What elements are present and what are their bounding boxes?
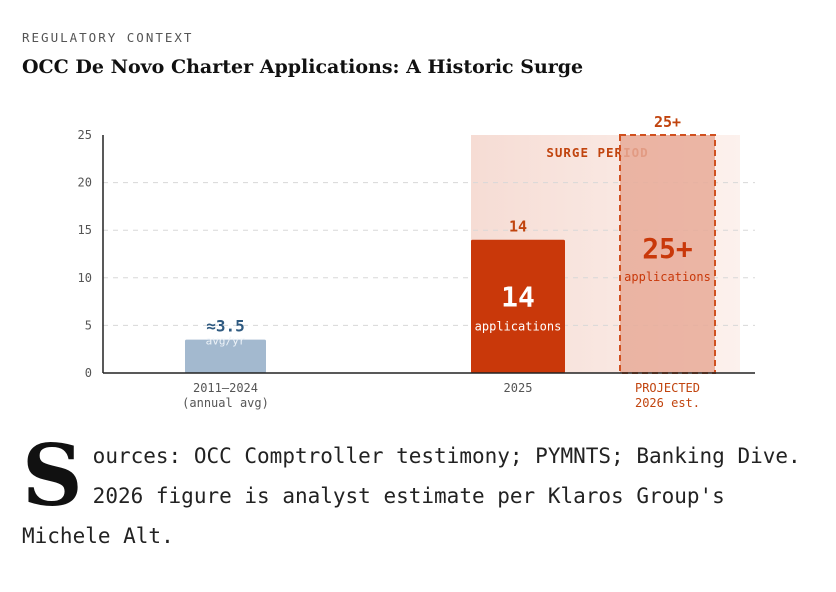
y-tick-label: 20: [78, 176, 92, 190]
bar-inner-caption: applications: [624, 270, 711, 284]
bar: [185, 339, 266, 373]
bar-value-label: 14: [509, 218, 527, 236]
x-category-sublabel: 2026 est.: [635, 396, 700, 410]
chart-title: OCC De Novo Charter Applications: A Hist…: [22, 56, 584, 78]
y-tick-label: 15: [78, 223, 92, 237]
y-tick-label: 5: [85, 318, 92, 332]
y-tick-label: 0: [85, 366, 92, 380]
bar: [471, 239, 565, 373]
x-category-label: 2025: [504, 381, 533, 395]
y-tick-label: 10: [78, 271, 92, 285]
bar-value-label: ≈3.5: [206, 317, 245, 336]
bar-value-label: 25+: [654, 113, 681, 131]
bar-inner-caption: avg/yr: [206, 335, 246, 348]
x-category-label: 2011–2024: [193, 381, 258, 395]
x-category-sublabel: (annual avg): [182, 396, 269, 410]
drop-cap: S: [22, 426, 83, 525]
source-text: ources: OCC Comptroller testimony; PYMNT…: [22, 444, 801, 548]
bar-inner-caption: applications: [475, 320, 562, 334]
bar-inner-value: 14: [501, 281, 535, 314]
bar-inner-value: 25+: [642, 232, 693, 265]
bar-chart: SURGE PERIOD0510152025≈3.5avg/yr2011–202…: [78, 113, 755, 410]
section-eyebrow: REGULATORY CONTEXT: [22, 30, 194, 45]
x-category-label: PROJECTED: [635, 381, 700, 395]
y-tick-label: 25: [78, 128, 92, 142]
